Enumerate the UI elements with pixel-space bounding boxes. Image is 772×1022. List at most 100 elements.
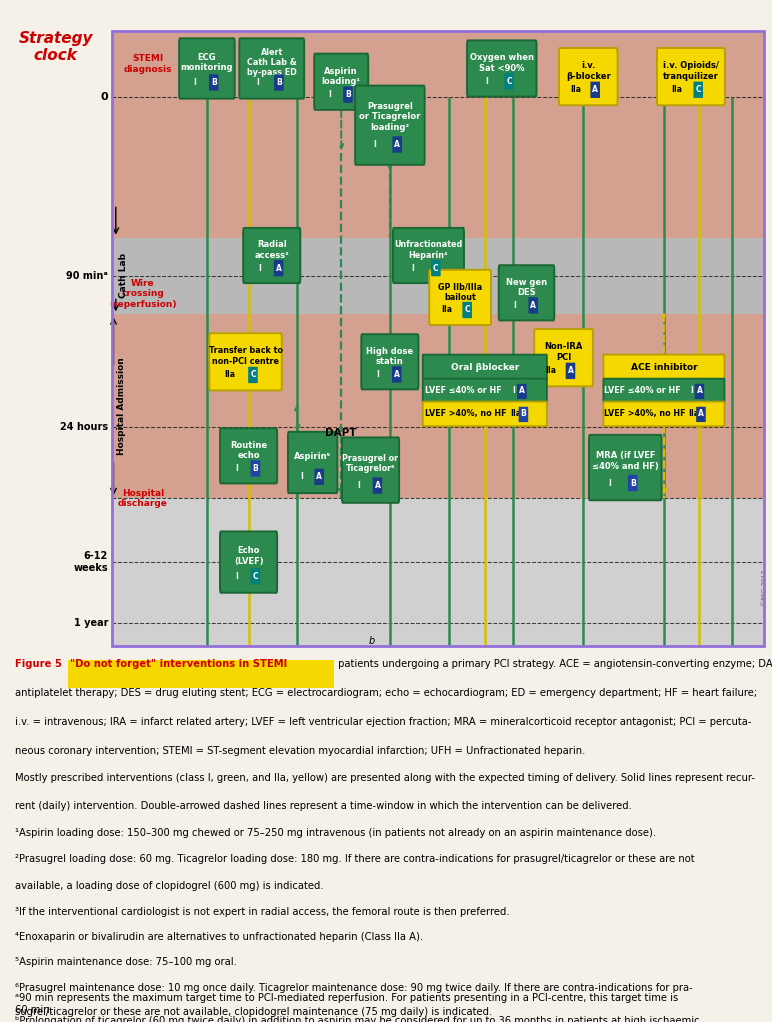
Text: ©ESC 2017: ©ESC 2017: [762, 569, 767, 606]
Text: 60 min.: 60 min.: [15, 1005, 53, 1015]
Text: B: B: [630, 478, 635, 487]
Text: rent (daily) intervention. Double-arrowed dashed lines represent a time-window i: rent (daily) intervention. Double-arrowe…: [15, 800, 632, 810]
FancyBboxPatch shape: [243, 228, 300, 283]
FancyBboxPatch shape: [589, 434, 662, 500]
Text: 24 hours: 24 hours: [60, 422, 108, 431]
FancyBboxPatch shape: [248, 367, 258, 383]
Text: Routine
echo: Routine echo: [230, 440, 267, 460]
FancyBboxPatch shape: [534, 329, 593, 386]
FancyBboxPatch shape: [696, 407, 706, 422]
Text: IIa: IIa: [671, 85, 682, 94]
Text: High dose
statin: High dose statin: [366, 346, 414, 366]
Text: B: B: [520, 410, 527, 418]
FancyBboxPatch shape: [251, 568, 260, 585]
FancyBboxPatch shape: [423, 378, 547, 403]
Text: IIa: IIa: [571, 85, 581, 94]
Text: ⁴Enoxaparin or bivalirudin are alternatives to unfractionated heparin (Class IIa: ⁴Enoxaparin or bivalirudin are alternati…: [15, 932, 424, 942]
FancyBboxPatch shape: [504, 74, 514, 90]
Text: Alert
Cath Lab &
by-pass ED: Alert Cath Lab & by-pass ED: [247, 48, 296, 78]
Text: C: C: [250, 370, 256, 379]
Text: Oxygen when
Sat <90%: Oxygen when Sat <90%: [470, 53, 533, 73]
FancyBboxPatch shape: [68, 660, 334, 688]
Text: C: C: [506, 77, 512, 86]
Text: A: A: [374, 481, 381, 491]
Text: "Do not forget" interventions in STEMI: "Do not forget" interventions in STEMI: [70, 659, 287, 669]
Bar: [112, 314, 764, 498]
FancyBboxPatch shape: [462, 301, 472, 318]
Text: STEMI
diagnosis: STEMI diagnosis: [124, 54, 172, 74]
FancyBboxPatch shape: [423, 355, 547, 380]
Text: B: B: [276, 78, 282, 87]
Text: IIa: IIa: [688, 410, 699, 418]
Text: C: C: [696, 85, 701, 94]
Text: I: I: [194, 78, 196, 87]
FancyBboxPatch shape: [519, 407, 528, 422]
Text: GP IIb/IIIa
bailout: GP IIb/IIIa bailout: [438, 282, 482, 301]
Text: I: I: [256, 78, 259, 87]
FancyBboxPatch shape: [344, 87, 353, 103]
FancyBboxPatch shape: [220, 531, 277, 593]
FancyBboxPatch shape: [429, 270, 491, 325]
Text: Oral βblocker: Oral βblocker: [451, 363, 519, 372]
Text: sugrel/ticagrelor or these are not available, clopidogrel maintenance (75 mg dai: sugrel/ticagrelor or these are not avail…: [15, 1008, 493, 1018]
FancyBboxPatch shape: [393, 228, 464, 283]
Text: Echo
(LVEF): Echo (LVEF): [234, 547, 263, 565]
Text: Aspirin⁵: Aspirin⁵: [294, 452, 331, 461]
FancyBboxPatch shape: [431, 260, 441, 276]
Text: neous coronary intervention; STEMI = ST-segment elevation myocardial infarction;: neous coronary intervention; STEMI = ST-…: [15, 746, 586, 756]
Text: I: I: [608, 478, 611, 487]
FancyBboxPatch shape: [314, 53, 368, 109]
FancyBboxPatch shape: [467, 40, 537, 96]
Text: patients undergoing a primary PCI strategy. ACE = angiotensin-converting enzyme;: patients undergoing a primary PCI strate…: [335, 659, 772, 669]
FancyBboxPatch shape: [239, 38, 304, 98]
FancyBboxPatch shape: [251, 460, 260, 476]
FancyBboxPatch shape: [529, 297, 538, 314]
Text: A: A: [530, 300, 537, 310]
Text: Transfer back to
non-PCI centre: Transfer back to non-PCI centre: [208, 346, 283, 366]
FancyBboxPatch shape: [695, 383, 704, 399]
Text: IIa: IIa: [225, 370, 235, 379]
Text: available, a loading dose of clopidogrel (600 mg) is indicated.: available, a loading dose of clopidogrel…: [15, 881, 324, 890]
Text: IIa: IIa: [510, 410, 521, 418]
Text: i.v.
β-blocker: i.v. β-blocker: [566, 61, 611, 81]
FancyBboxPatch shape: [274, 75, 283, 91]
Text: A: A: [696, 386, 703, 396]
FancyBboxPatch shape: [392, 136, 402, 152]
Text: Mostly prescribed interventions (class I, green, and IIa, yellow) are presented : Mostly prescribed interventions (class I…: [15, 774, 756, 784]
Text: I: I: [411, 264, 415, 273]
Text: 0: 0: [100, 92, 108, 102]
FancyBboxPatch shape: [220, 428, 277, 483]
Text: Aspirin
loading¹: Aspirin loading¹: [322, 66, 361, 86]
Text: Prasugrel
or Ticagrelor
loading²: Prasugrel or Ticagrelor loading²: [359, 102, 421, 132]
Text: I: I: [258, 264, 261, 273]
Text: LVEF >40%, no HF: LVEF >40%, no HF: [425, 410, 506, 418]
Text: Hospital
discharge: Hospital discharge: [118, 489, 168, 508]
Bar: [112, 31, 764, 237]
FancyBboxPatch shape: [693, 82, 703, 98]
Bar: [112, 498, 764, 646]
Text: Non-IRA
PCI: Non-IRA PCI: [544, 342, 583, 362]
Text: C: C: [433, 264, 438, 273]
Text: I: I: [235, 464, 238, 473]
Text: A: A: [519, 386, 525, 396]
Text: 1 year: 1 year: [73, 618, 108, 629]
FancyBboxPatch shape: [209, 75, 218, 91]
FancyBboxPatch shape: [355, 86, 425, 165]
Text: ³If the interventional cardiologist is not expert in radial access, the femoral : ³If the interventional cardiologist is n…: [15, 907, 510, 917]
Text: I: I: [235, 572, 238, 580]
Text: I: I: [328, 90, 331, 99]
FancyBboxPatch shape: [274, 260, 283, 276]
Text: I: I: [513, 300, 516, 310]
FancyBboxPatch shape: [392, 366, 401, 382]
FancyBboxPatch shape: [342, 437, 399, 503]
Text: A: A: [276, 264, 282, 273]
Text: i.v. Opioids/
tranquilizer: i.v. Opioids/ tranquilizer: [663, 61, 719, 81]
Text: B: B: [252, 464, 259, 473]
FancyBboxPatch shape: [361, 334, 418, 389]
Text: ⁵Aspirin maintenance dose: 75–100 mg oral.: ⁵Aspirin maintenance dose: 75–100 mg ora…: [15, 958, 237, 968]
Text: I: I: [300, 472, 303, 481]
Text: Strategy
clock: Strategy clock: [19, 31, 93, 63]
FancyBboxPatch shape: [517, 383, 527, 399]
FancyBboxPatch shape: [179, 38, 235, 98]
FancyBboxPatch shape: [499, 265, 554, 320]
